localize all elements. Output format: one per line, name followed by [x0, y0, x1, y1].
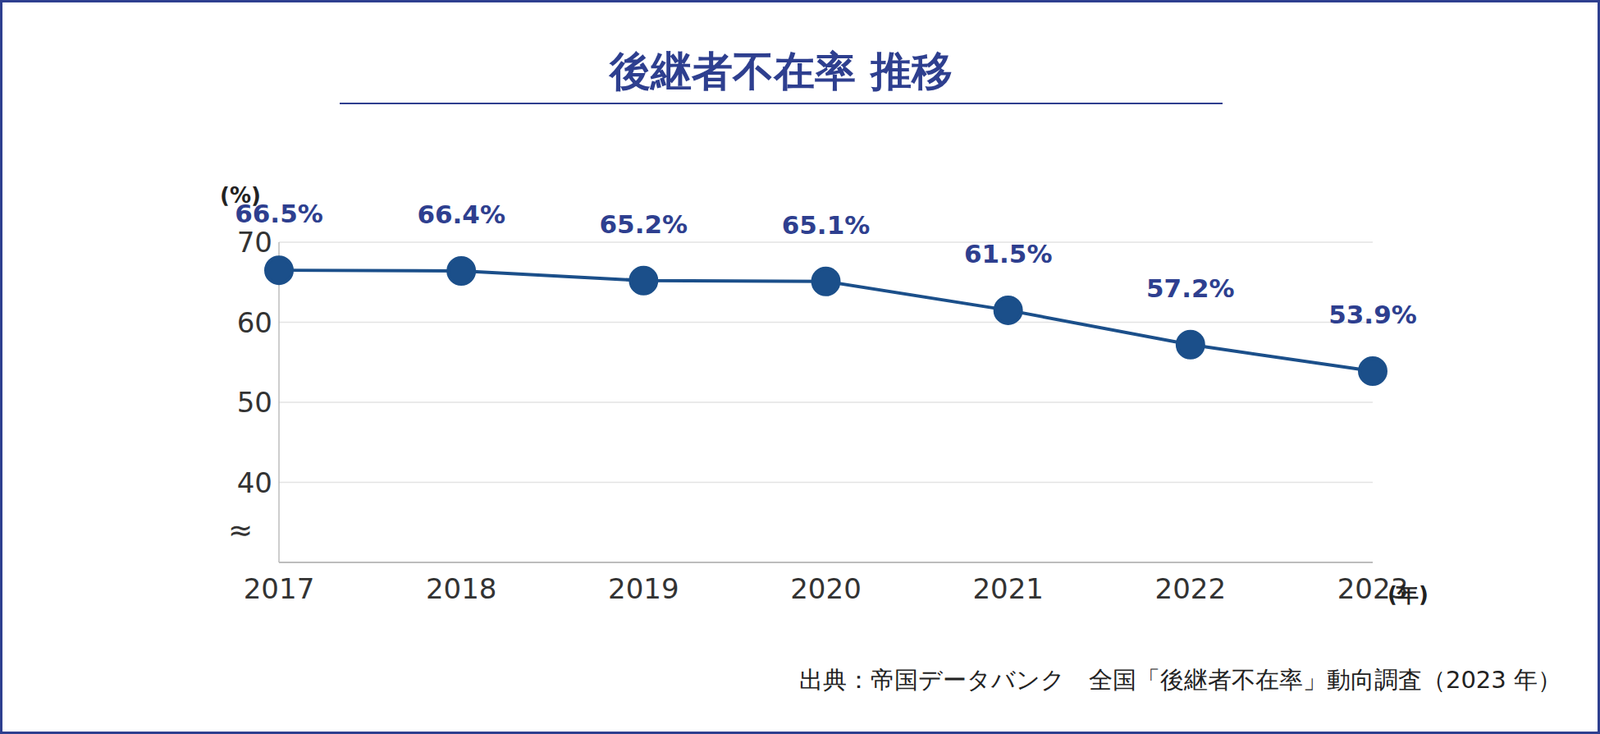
- svg-text:2021: 2021: [972, 571, 1044, 605]
- svg-text:61.5%: 61.5%: [964, 238, 1053, 269]
- svg-text:2019: 2019: [608, 571, 680, 605]
- svg-text:50: 50: [237, 385, 273, 419]
- svg-text:65.1%: 65.1%: [781, 210, 871, 240]
- svg-text:66.4%: 66.4%: [416, 199, 506, 229]
- svg-text:57.2%: 57.2%: [1146, 273, 1235, 303]
- svg-text:70: 70: [237, 225, 273, 259]
- svg-text:2022: 2022: [1155, 571, 1227, 605]
- svg-text:2020: 2020: [790, 571, 862, 605]
- svg-text:65.2%: 65.2%: [599, 209, 689, 239]
- svg-text:2017: 2017: [243, 571, 316, 605]
- svg-text:60: 60: [237, 306, 273, 339]
- svg-text:53.9%: 53.9%: [1328, 299, 1418, 330]
- svg-text:40: 40: [237, 466, 273, 499]
- svg-text:2018: 2018: [425, 571, 498, 605]
